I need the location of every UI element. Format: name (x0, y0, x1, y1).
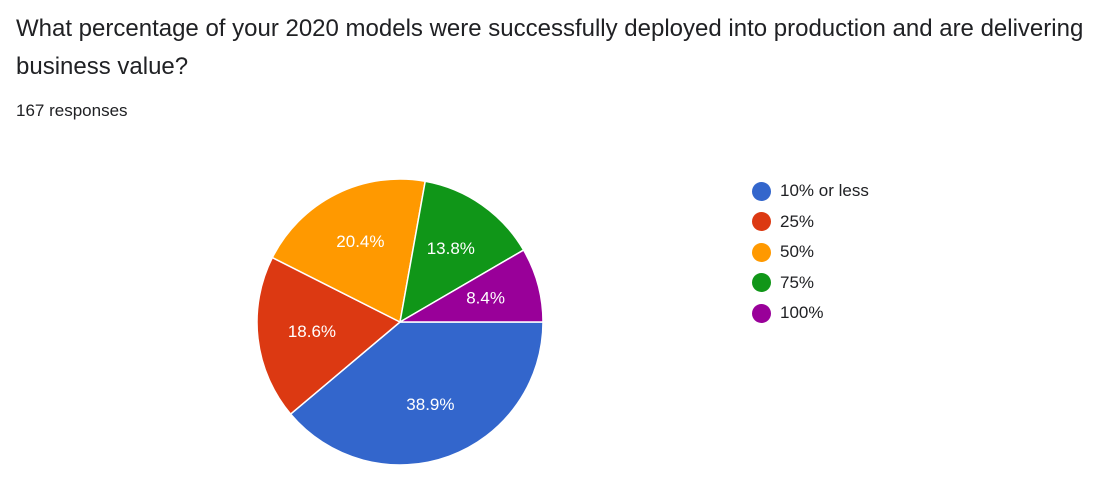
legend-label: 100% (780, 303, 824, 323)
legend-label: 10% or less (780, 181, 869, 201)
pie-slice-3 (399, 180, 525, 323)
pie-slice-0 (289, 321, 544, 466)
legend-label: 25% (780, 211, 815, 231)
pie-slice-label-0: 38.9% (406, 395, 454, 414)
legend-label: 75% (780, 272, 815, 292)
legend-item-3: 75% (752, 268, 869, 299)
question-title: What percentage of your 2020 models were… (16, 15, 1084, 80)
pie-slice-4 (399, 249, 544, 323)
legend-swatch-icon (752, 181, 771, 201)
pie-slice-1 (256, 256, 401, 415)
pie-slice-label-1: 18.6% (288, 322, 336, 341)
legend-swatch-icon (752, 212, 771, 232)
legend-item-4: 100% (752, 298, 869, 329)
pie-slice-label-4: 8.4% (466, 288, 505, 307)
pie-labels: 38.9% 18.6% 20.4% 13.8% 8.4% (288, 232, 505, 414)
pie-slices (256, 178, 544, 466)
legend-item-0: 10% or less (752, 176, 869, 207)
legend-item-2: 50% (752, 237, 869, 268)
legend-swatch-icon (752, 303, 771, 323)
pie-slice-label-3: 13.8% (427, 239, 475, 258)
response-count: 167 responses (16, 101, 128, 120)
legend-label: 50% (780, 242, 815, 262)
chart-legend: 10% or less 25% 50% 75% 100% (752, 176, 869, 329)
legend-item-1: 25% (752, 207, 869, 238)
pie-slice-2 (271, 178, 426, 323)
pie-slice-label-2: 20.4% (336, 232, 384, 251)
legend-swatch-icon (752, 273, 771, 293)
legend-swatch-icon (752, 242, 771, 262)
